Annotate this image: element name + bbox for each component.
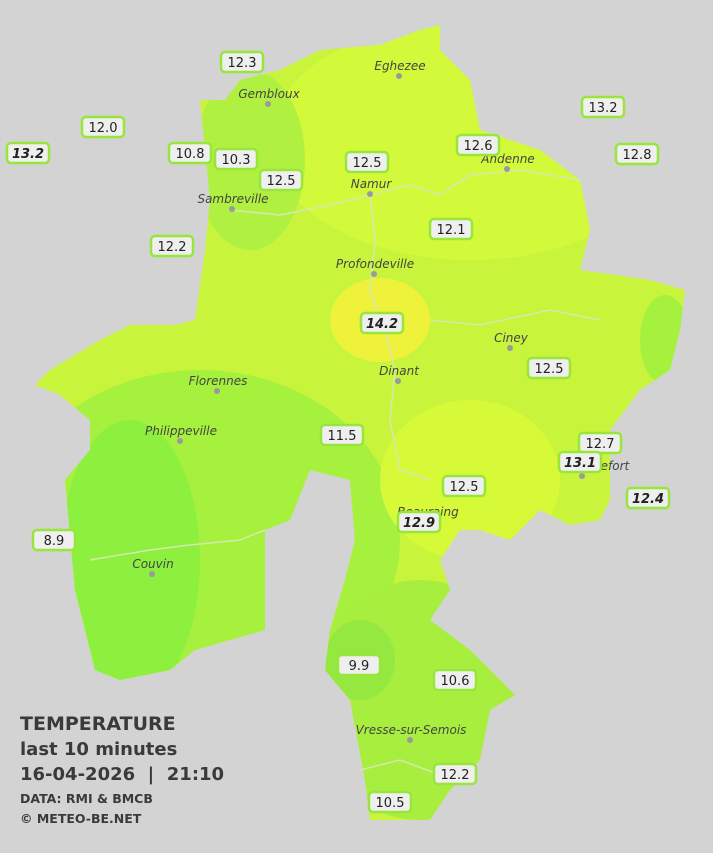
place-label: Eghezee	[374, 59, 425, 73]
stations: 12.3 12.0 13.2 10.8 10.3 12.5 12.5 12.6 13.2 12.8…	[5, 50, 671, 814]
station-temp: 10.3	[222, 153, 251, 168]
place-dot	[579, 473, 585, 479]
place-label: Sambreville	[197, 192, 268, 206]
station-box	[441, 474, 487, 498]
station-temp: 12.2	[158, 240, 187, 255]
place-label: Florennes	[189, 374, 248, 388]
station-temp: 12.5	[535, 362, 564, 377]
station-temp: 12.5	[267, 174, 296, 189]
station-temp: 10.8	[176, 147, 205, 162]
station-temp: 12.9	[403, 516, 435, 531]
station-temp: 12.8	[623, 148, 652, 163]
place-label: Namur	[351, 177, 393, 191]
station-temp: 12.5	[353, 156, 382, 171]
station-box	[319, 423, 365, 447]
rivers	[89, 169, 601, 776]
station-temp: 10.5	[376, 796, 405, 811]
station-temp: 12.0	[89, 121, 118, 136]
place-dot	[229, 206, 235, 212]
station-temp: 13.1	[564, 456, 596, 471]
station-box	[258, 168, 304, 192]
station-box	[219, 50, 265, 74]
place-dot	[149, 571, 155, 577]
place-dot	[214, 388, 220, 394]
station-box	[580, 95, 626, 119]
station-box	[336, 653, 382, 677]
station-box	[557, 450, 603, 474]
station-box	[432, 762, 478, 786]
place-label: Vresse-sur-Semois	[356, 723, 467, 737]
place-label: Philippeville	[145, 424, 217, 438]
legend-datetime: 16-04-2026 | 21:10	[20, 764, 224, 785]
station-box	[5, 141, 51, 165]
place-dot	[504, 166, 510, 172]
station-temp: 8.9	[44, 534, 65, 549]
legend-title: TEMPERATURE	[20, 713, 176, 735]
place-dot	[396, 73, 402, 79]
place-dot	[395, 378, 401, 384]
station-temp: 12.5	[450, 480, 479, 495]
place-label: Profondeville	[336, 257, 414, 271]
station-box	[149, 234, 195, 258]
station-box	[344, 150, 390, 174]
station-box	[614, 142, 660, 166]
place-dot	[367, 191, 373, 197]
station-temp: 10.6	[441, 674, 470, 689]
legend-copyright: © METEO-BE.NET	[20, 811, 142, 826]
place-label: Dinant	[379, 364, 420, 378]
station-box	[432, 668, 478, 692]
station-box	[367, 790, 413, 814]
station-temp: 12.4	[632, 492, 664, 507]
station-box	[359, 311, 405, 335]
place-dot	[407, 737, 413, 743]
station-temp: 9.9	[349, 659, 370, 674]
station-box	[455, 133, 501, 157]
station-box	[526, 356, 572, 380]
station-box	[167, 141, 213, 165]
legend-period: last 10 minutes	[20, 739, 177, 760]
station-temp: 11.5	[328, 429, 357, 444]
station-temp: 12.7	[586, 437, 615, 452]
place-dot	[177, 438, 183, 444]
station-temp: 12.2	[441, 768, 470, 783]
station-box	[213, 147, 259, 171]
legend-source: DATA: RMI & BMCB	[20, 791, 153, 806]
station-box	[396, 510, 442, 534]
station-temp: 12.3	[228, 56, 257, 71]
station-box	[428, 217, 474, 241]
place-dot	[371, 271, 377, 277]
station-temp: 12.1	[437, 223, 466, 238]
station-box	[80, 115, 126, 139]
place-label: Ciney	[494, 331, 529, 345]
station-temp: 13.2	[12, 147, 44, 162]
places: EghezeeGemblouxAndenneNamurSambrevillePr…	[132, 59, 631, 743]
place-dot	[507, 345, 513, 351]
station-temp: 12.6	[464, 139, 493, 154]
station-temp: 13.2	[589, 101, 618, 116]
place-label: Couvin	[132, 557, 173, 571]
place-label: Gembloux	[238, 87, 300, 101]
station-box	[625, 486, 671, 510]
station-temp: 14.2	[366, 317, 398, 332]
place-dot	[265, 101, 271, 107]
station-box	[31, 528, 77, 552]
